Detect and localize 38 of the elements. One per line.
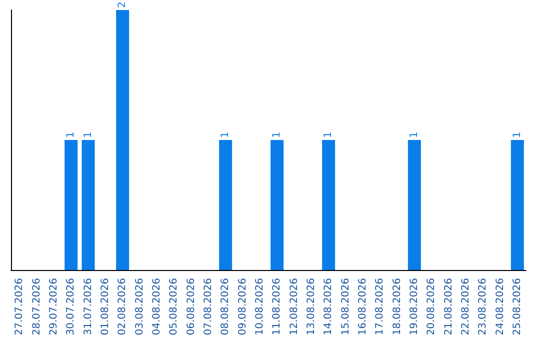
x-tick-label: 25.08.2026 xyxy=(512,278,523,336)
data-label: 1 xyxy=(408,132,420,138)
x-tick-label: 17.08.2026 xyxy=(374,278,386,336)
x-tick-label: 14.08.2026 xyxy=(323,278,334,336)
x-tick-label: 10.08.2026 xyxy=(254,278,266,336)
x-tick-label: 09.08.2026 xyxy=(237,278,248,336)
data-label: 1 xyxy=(512,132,523,138)
x-tick-label: 29.07.2026 xyxy=(48,278,60,336)
data-label: 1 xyxy=(323,132,334,138)
data-label: 1 xyxy=(272,132,283,138)
data-label: 2 xyxy=(117,2,128,8)
x-tick-label: 15.08.2026 xyxy=(340,278,352,336)
x-tick-label: 30.07.2026 xyxy=(66,278,77,336)
data-label: 1 xyxy=(220,132,232,138)
x-tick-label: 16.08.2026 xyxy=(357,278,368,336)
x-tick-label: 21.08.2026 xyxy=(443,278,454,336)
x-tick-label: 07.08.2026 xyxy=(202,278,214,336)
x-tick-label: 05.08.2026 xyxy=(168,278,180,336)
x-tick-label: 02.08.2026 xyxy=(117,278,128,336)
x-tick-label: 28.07.2026 xyxy=(31,278,42,336)
data-label: 1 xyxy=(66,132,77,138)
x-tick-label: 04.08.2026 xyxy=(151,278,162,336)
x-tick-label: 19.08.2026 xyxy=(408,278,420,336)
x-tick-label: 13.08.2026 xyxy=(306,278,317,336)
x-tick-label: 12.08.2026 xyxy=(288,278,300,336)
x-tick-label: 08.08.2026 xyxy=(220,278,232,336)
x-tick-label: 22.08.2026 xyxy=(460,278,472,336)
x-tick-label: 06.08.2026 xyxy=(186,278,197,336)
x-tick-label: 31.07.2026 xyxy=(82,278,94,336)
x-tick-label: 18.08.2026 xyxy=(392,278,403,336)
x-tick-label: 20.08.2026 xyxy=(426,278,438,336)
x-tick-label: 11.08.2026 xyxy=(272,278,283,336)
x-tick-label: 03.08.2026 xyxy=(134,278,146,336)
x-tick-label: 01.08.2026 xyxy=(100,278,111,336)
data-label: 1 xyxy=(82,132,94,138)
x-tick-label: 23.08.2026 xyxy=(478,278,489,336)
x-tick-label: 27.07.2026 xyxy=(14,278,26,336)
x-tick-label: 24.08.2026 xyxy=(494,278,506,336)
